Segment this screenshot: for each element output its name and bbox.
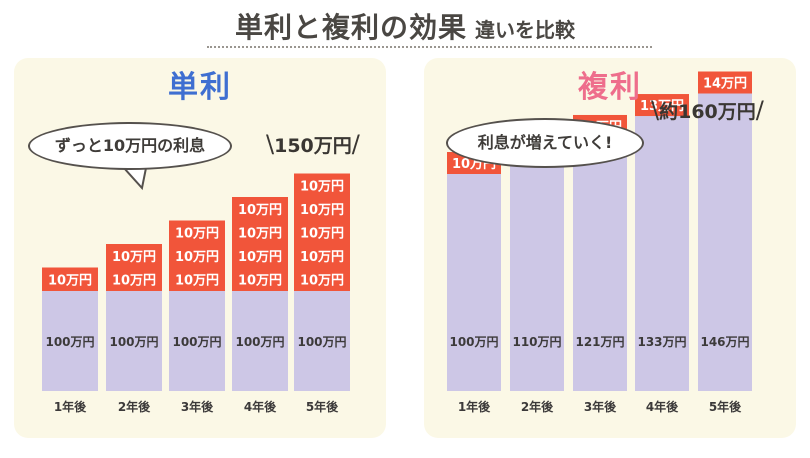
- bar-base-label: 121万円: [575, 335, 624, 349]
- bar-interest-label: 10万円: [175, 273, 219, 288]
- bar-interest-segment: [106, 267, 162, 291]
- bar-interest-label: 10万円: [238, 226, 282, 241]
- x-tick-label: 2年後: [118, 399, 151, 414]
- tan-heading: 単利: [168, 70, 232, 105]
- bar-interest-label: 13万円: [640, 99, 684, 114]
- fuku-callout-text: 約160万円: [659, 101, 756, 123]
- bar-base: [42, 291, 98, 391]
- fuku-heading: 複利: [578, 70, 642, 105]
- fuku-total-callout: \約160万円/: [651, 96, 764, 124]
- bar-interest-label: 10万円: [300, 273, 344, 288]
- bar-base-label: 100万円: [45, 335, 94, 349]
- bar-base-label: 133万円: [637, 335, 686, 349]
- fuku-bubble-text: 利息が増えていく!: [477, 133, 613, 152]
- bar-interest-segment: [294, 267, 350, 291]
- bar-interest-label: 14万円: [703, 77, 747, 92]
- x-tick-label: 4年後: [646, 399, 679, 414]
- bar-interest-label: 10万円: [112, 250, 156, 265]
- bar-interest-segment: [232, 197, 288, 221]
- bar-interest-label: 10万円: [238, 203, 282, 218]
- tan-speech-bubble: ずっと10万円の利息: [28, 122, 232, 170]
- bar-base-label: 146万円: [700, 335, 749, 349]
- bar-interest-label: 10万円: [112, 273, 156, 288]
- x-tick-label: 5年後: [709, 399, 742, 414]
- x-tick-label: 1年後: [54, 399, 87, 414]
- bar-base-label: 100万円: [172, 335, 221, 349]
- bar-interest-segment: [232, 267, 288, 291]
- bar-interest-segment: [232, 220, 288, 244]
- bar-base: [447, 174, 501, 391]
- bar-interest-segment: [635, 94, 689, 117]
- bar-base: [635, 116, 689, 391]
- x-tick-label: 5年後: [306, 399, 339, 414]
- x-tick-label: 3年後: [584, 399, 617, 414]
- x-tick-label: 2年後: [521, 399, 554, 414]
- callout-right-slash: /: [351, 130, 360, 158]
- tan-chart: 100万円 10万円 1年後 100万円 10万円 10万円 2年後 100万円 10万円 10万…: [42, 167, 350, 414]
- bar-base: [294, 291, 350, 391]
- bar-interest-label: 10万円: [175, 250, 219, 265]
- bar-base: [510, 156, 564, 391]
- x-tick-label: 1年後: [458, 399, 491, 414]
- tan-callout-text: 150万円: [274, 135, 352, 157]
- callout-right-slash: /: [755, 96, 764, 124]
- bar-interest-segment: [169, 244, 225, 268]
- tan-total-callout: \150万円/: [266, 130, 360, 158]
- title-underline: [207, 46, 652, 48]
- bar-base: [106, 291, 162, 391]
- bar-interest-segment: [232, 244, 288, 268]
- x-tick-label: 4年後: [244, 399, 277, 414]
- page-title: 単利と複利の効果 違いを比較: [0, 6, 810, 46]
- bar-base: [573, 136, 627, 391]
- bar-interest-segment: [294, 220, 350, 244]
- fuku-chart: 100万円10万円1年後110万円11万円2年後121万円12万円3年後133万…: [447, 71, 752, 414]
- bar-interest-segment: [294, 197, 350, 221]
- bar-interest-label: 10万円: [300, 250, 344, 265]
- callout-left-slash: \: [266, 130, 275, 158]
- bar-interest-segment: [169, 267, 225, 291]
- bar-interest-label: 10万円: [300, 203, 344, 218]
- tan-panel: 100万円 10万円 1年後 100万円 10万円 10万円 2年後 100万円 10万円 10万…: [14, 58, 386, 438]
- bar-interest-label: 10万円: [300, 226, 344, 241]
- bar-interest-segment: [294, 173, 350, 197]
- bar-base-label: 100万円: [297, 335, 346, 349]
- bar-interest-segment: [294, 244, 350, 268]
- fuku-panel: 100万円10万円1年後110万円11万円2年後121万円12万円3年後133万…: [424, 58, 796, 438]
- bar-interest-label: 10万円: [238, 273, 282, 288]
- bar-interest-label: 10万円: [175, 226, 219, 241]
- title-main: 単利と複利の効果: [234, 11, 467, 44]
- bar-base: [232, 291, 288, 391]
- bar-interest-segment: [169, 220, 225, 244]
- bar-interest-segment: [106, 244, 162, 268]
- bar-base: [169, 291, 225, 391]
- title-sub: 違いを比較: [475, 18, 575, 42]
- tan-bubble-text: ずっと10万円の利息: [54, 136, 206, 155]
- fuku-speech-bubble: 利息が増えていく!: [446, 118, 644, 168]
- bar-interest-label: 10万円: [300, 179, 344, 194]
- bar-base-label: 100万円: [109, 335, 158, 349]
- bar-base-label: 100万円: [235, 335, 284, 349]
- bar-interest-label: 10万円: [238, 250, 282, 265]
- bar-interest-label: 10万円: [48, 273, 92, 288]
- bar-base-label: 110万円: [512, 335, 561, 349]
- tan-bubble-tail: [123, 167, 147, 191]
- bar-interest-segment: [698, 71, 752, 94]
- bar-base-label: 100万円: [449, 335, 498, 349]
- x-tick-label: 3年後: [181, 399, 214, 414]
- bar-base: [698, 93, 752, 391]
- callout-left-slash: \: [651, 96, 660, 124]
- bar-interest-segment: [42, 267, 98, 291]
